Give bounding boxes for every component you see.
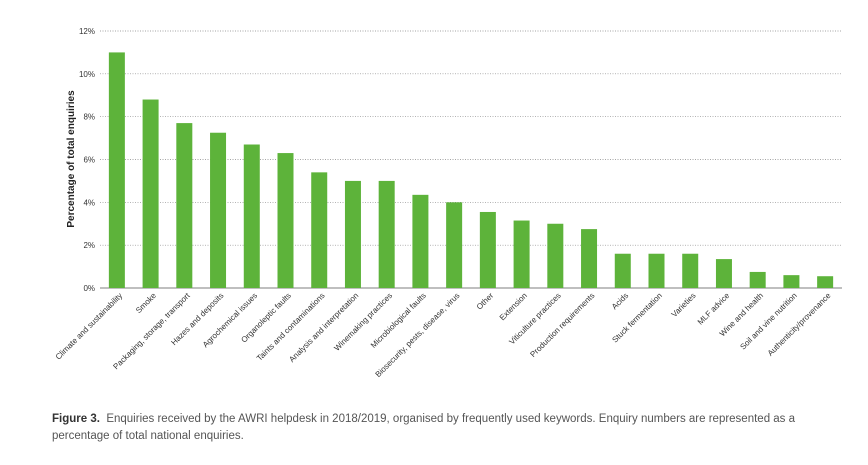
bar [378,180,395,288]
y-tick-label: 2% [83,241,95,250]
x-tick-label: Winemaking practices [332,291,394,353]
x-tick-label: Taints and contaminations [255,291,327,363]
bar [581,229,598,288]
x-tick-label: Production requirements [528,291,596,359]
y-tick-label: 12% [79,27,95,36]
x-tick-label: Analysis and interpretation [287,291,360,364]
x-tick-label: Other [475,291,496,312]
x-tick-label: Soil and vine nutrition [738,291,798,351]
bar [344,180,361,288]
bar [108,52,125,288]
bar [277,153,294,288]
bar [547,223,564,288]
bar [749,271,766,288]
x-tick-label: MLF advice [696,291,732,327]
y-tick-label: 0% [83,284,95,293]
x-tick-label: Varieties [670,291,698,319]
bar [479,211,496,288]
bar [311,172,328,288]
x-tick-label: Smoke [134,291,158,315]
bar [243,144,260,288]
category-labels: Climate and sustainability SmokePackaging… [54,291,833,380]
bar [446,202,463,288]
bar [817,276,834,288]
x-tick-label: Authenticity/provenance [766,291,833,358]
y-axis-ticks: 0% 2% 4% 6% 8% 10% 12% [79,27,95,293]
x-tick-label: Acids [610,291,630,311]
bar [210,132,227,288]
bars [108,52,834,289]
y-tick-label: 8% [83,113,95,122]
bar [682,253,699,288]
y-axis-label: Percentage of total enquiries [66,90,77,228]
y-tick-label: 4% [83,198,95,207]
x-tick-label: Climate and sustainability [54,291,125,362]
bar [614,253,631,288]
figure-caption-text: Enquiries received by the AWRI helpdesk … [52,413,796,442]
bar [648,253,665,288]
figure-label: Figure 3. [52,413,100,425]
bar [142,99,159,289]
bar-chart: 0% 2% 4% 6% 8% 10% 12% Percentage of total enq… [54,27,842,380]
bar [513,220,530,288]
x-tick-label: Extension [498,291,529,322]
y-tick-label: 10% [79,70,95,79]
bar [783,275,800,288]
bar [412,194,429,288]
bar [176,123,193,288]
bar [715,259,732,288]
figure-caption: Figure 3. Enquiries received by the AWRI… [52,411,852,445]
y-tick-label: 6% [83,156,95,165]
